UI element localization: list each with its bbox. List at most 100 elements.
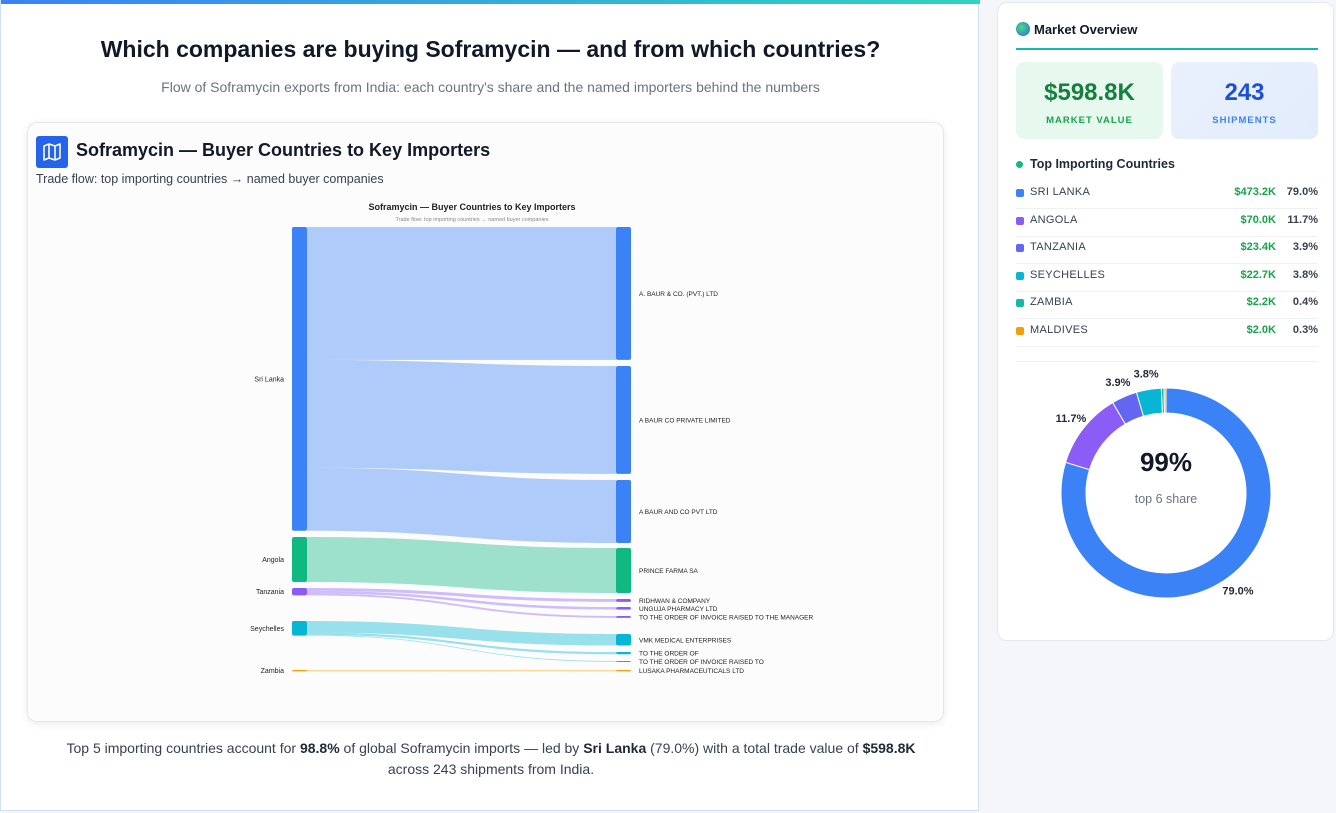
donut-slice [1060, 387, 1272, 599]
sankey-link [307, 670, 616, 672]
map-icon [36, 136, 68, 168]
summary-text: of global Soframycin imports — led by [339, 740, 584, 756]
target-label: A BAUR AND CO PVT LTD [639, 509, 718, 516]
target-node [616, 634, 631, 646]
color-swatch [1016, 189, 1024, 197]
source-node [292, 670, 307, 672]
target-label: LUSAKA PHARMACEUTICALS LTD [639, 668, 744, 675]
sankey-link [307, 467, 616, 544]
countries-title: Top Importing Countries [1030, 157, 1175, 171]
source-label: Seychelles [250, 626, 284, 633]
donut-slice [1163, 387, 1167, 414]
kpi-card: $598.8K MARKET VALUE [1016, 62, 1163, 139]
target-node [616, 480, 631, 544]
title-rule [1016, 48, 1318, 50]
country-name: ANGOLA [1030, 213, 1078, 226]
country-name: SEYCHELLES [1030, 268, 1106, 281]
sankey-link [307, 227, 616, 360]
target-label: A BAUR CO PRIVATE LIMITED [639, 417, 731, 424]
color-swatch [1016, 216, 1024, 225]
target-node [616, 227, 631, 360]
target-node [616, 670, 631, 672]
sankey-link [307, 634, 616, 662]
target-node [616, 548, 631, 593]
kpi-card: 243 SHIPMENTS [1171, 62, 1318, 139]
kpi-label: SHIPMENTS [1212, 115, 1277, 126]
sankey-link [307, 537, 616, 593]
main-panel: Which companies are buying Soframycin — … [0, 0, 980, 811]
country-row: ANGOLA $70.0K 11.7% [1016, 210, 1318, 237]
target-label: PRINCE FARMA SA [639, 568, 699, 575]
bullet [1016, 161, 1023, 168]
summary-highlight: 98.8% [299, 740, 340, 756]
country-row: MALDIVES $2.0K 0.3% [1016, 320, 1318, 347]
target-label: TO THE ORDER OF [639, 651, 699, 658]
country-row: SEYCHELLES $22.7K 3.8% [1016, 265, 1318, 292]
summary-text: across 243 shipments from India. [387, 761, 595, 777]
source-node [292, 227, 307, 531]
source-node [292, 621, 307, 636]
donut-chart: 99% top 6 share 79.0% 11.7% 3.9% 3.8% [1056, 369, 1272, 599]
country-value: $70.0K [1240, 213, 1276, 226]
target-node [616, 607, 631, 610]
color-swatch [1016, 271, 1024, 280]
target-node [616, 366, 631, 474]
page-subtitle: Flow of Soframycin exports from India: e… [161, 79, 820, 95]
country-name: MALDIVES [1030, 323, 1089, 336]
icon-glyph [43, 143, 61, 161]
source-label: Tanzania [256, 589, 284, 596]
country-row: ZAMBIA $2.2K 0.4% [1016, 292, 1318, 319]
source-label: Angola [262, 557, 284, 564]
target-node [616, 616, 631, 618]
country-value: $2.0K [1246, 323, 1276, 336]
page-title: Which companies are buying Soframycin — … [100, 36, 881, 62]
sankey-link [307, 590, 616, 610]
sankey-chart: Soframycin — Buyer Countries to Key Impo… [250, 202, 813, 675]
target-node [616, 652, 631, 655]
sankey-link [307, 593, 616, 618]
donut-center-label: top 6 share [1135, 492, 1198, 506]
country-share: 79.0% [1286, 186, 1318, 198]
source-node [292, 537, 307, 582]
card-subtitle: Trade flow: top importing countries → na… [36, 172, 384, 186]
target-label: TO THE ORDER OF INVOICE RAISED TO [639, 659, 764, 666]
country-share: 11.7% [1287, 213, 1318, 226]
target-label: A. BAUR & CO. (PVT.) LTD [639, 291, 718, 298]
country-value: $22.7K [1240, 268, 1276, 281]
country-share: 0.3% [1292, 323, 1318, 336]
country-name: TANZANIA [1030, 241, 1086, 253]
sankey-title: Soframycin — Buyer Countries to Key Impo… [368, 202, 575, 212]
source-label: Sri Lanka [254, 376, 284, 383]
source-node [292, 588, 307, 596]
sankey-link [307, 632, 616, 655]
target-label: VMK MEDICAL ENTERPRISES [639, 637, 732, 644]
sankey-card: Soframycin — Buyer Countries to Key Impo… [27, 122, 944, 722]
sankey-subtitle: Trade flow: top importing countries → na… [396, 217, 549, 223]
country-value: $473.2K [1234, 186, 1276, 198]
country-share: 3.8% [1292, 268, 1318, 281]
target-node [616, 599, 631, 602]
summary-text: (79.0%) with a total trade value of [646, 740, 863, 756]
summary: Top 5 importing countries account for 98… [56, 738, 926, 780]
slice-label: 79.0% [1222, 585, 1253, 597]
summary-highlight: $598.8K [862, 740, 916, 756]
divider [1016, 361, 1318, 362]
slice-label: 3.9% [1105, 377, 1130, 389]
country-name: ZAMBIA [1030, 296, 1073, 308]
target-label: UNGUJA PHARMACY LTD [639, 606, 718, 613]
overview-panel: Market Overview $598.8K MARKET VALUE 243… [997, 2, 1334, 641]
sankey-link [307, 621, 616, 646]
country-row: TANZANIA $23.4K 3.9% [1016, 237, 1318, 264]
country-value: $23.4K [1240, 241, 1276, 253]
sankey-link [307, 359, 616, 474]
summary-highlight: Sri Lanka [583, 740, 647, 756]
color-swatch [1016, 299, 1024, 307]
kpi-value: 243 [1224, 79, 1265, 106]
country-row: SRI LANKA $473.2K 79.0% [1016, 182, 1318, 209]
kpi-label: MARKET VALUE [1046, 115, 1133, 126]
card-title: Soframycin — Buyer Countries to Key Impo… [76, 140, 491, 160]
globe-icon [1016, 22, 1030, 36]
donut-center-value: 99% [1140, 447, 1192, 477]
color-swatch [1016, 244, 1024, 252]
